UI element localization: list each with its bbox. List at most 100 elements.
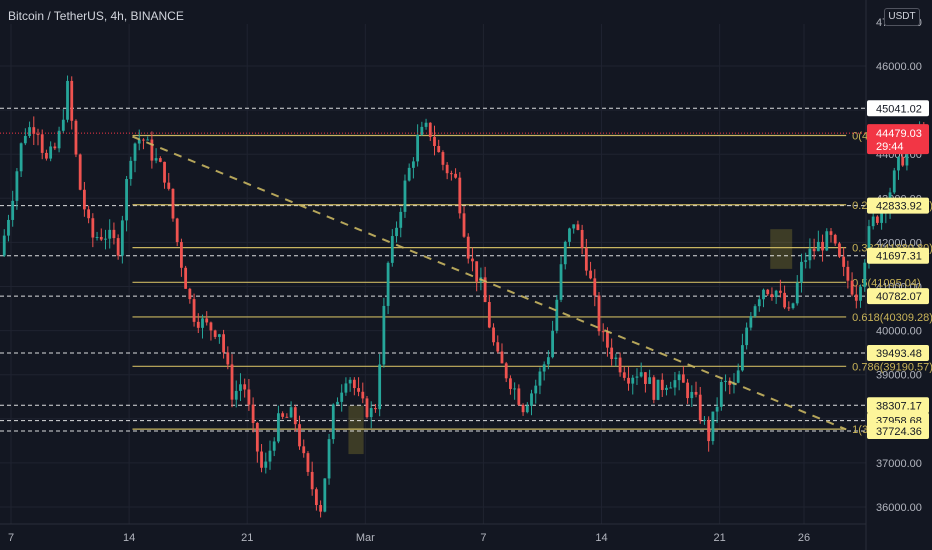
- candle-body: [112, 229, 116, 239]
- y-tick-label: 37000.00: [876, 458, 922, 470]
- candle-body: [445, 164, 449, 174]
- candle-body: [584, 247, 588, 271]
- candle-body: [382, 305, 386, 365]
- candle-body: [627, 377, 630, 384]
- candle-body: [45, 152, 48, 159]
- highlight-box: [770, 229, 793, 269]
- level-price-tag: [867, 344, 929, 361]
- candle-body: [639, 372, 643, 377]
- candle-body: [171, 188, 175, 219]
- candle-body: [167, 182, 171, 189]
- candle-body: [230, 364, 234, 400]
- candle-body: [196, 321, 200, 328]
- candle-body: [319, 505, 323, 512]
- candle-body: [694, 391, 698, 395]
- candle-body: [407, 167, 411, 181]
- candle-body: [36, 133, 40, 135]
- currency-badge[interactable]: USDT: [884, 8, 920, 26]
- candle-body: [568, 228, 571, 242]
- chart-title: Bitcoin / TetherUS, 4h, BINANCE: [8, 9, 184, 23]
- candle-body: [509, 378, 512, 389]
- candle-body: [521, 404, 525, 413]
- y-tick-label: 39000.00: [876, 370, 922, 382]
- candle-body: [829, 231, 833, 235]
- candle-body: [534, 385, 538, 394]
- candle-body: [475, 261, 479, 282]
- candle-body: [783, 292, 786, 308]
- candle-body: [188, 288, 192, 300]
- candle-body: [428, 122, 432, 137]
- candle-body: [859, 286, 862, 301]
- candle-body: [302, 446, 306, 454]
- candle-body: [842, 256, 846, 267]
- candle-body: [40, 134, 44, 153]
- candle-body: [778, 290, 782, 293]
- x-tick-label: 14: [123, 532, 135, 544]
- candle-body: [91, 218, 95, 238]
- candle-body: [724, 380, 727, 383]
- candle-body: [70, 80, 74, 121]
- candle-body: [2, 235, 6, 256]
- candle-body: [66, 80, 69, 120]
- candle-body: [673, 380, 677, 388]
- candle-body: [681, 374, 685, 383]
- candle-body: [589, 270, 592, 279]
- candle-body: [28, 127, 31, 136]
- candle-body: [403, 180, 407, 212]
- candle-body: [762, 289, 765, 300]
- candle-body: [500, 351, 504, 364]
- candle-body: [753, 306, 757, 317]
- candle-body: [610, 347, 614, 360]
- candle-body: [82, 189, 86, 210]
- x-tick-label: 14: [595, 532, 607, 544]
- candle-body: [192, 299, 196, 322]
- candle-body: [504, 363, 508, 379]
- level-price-tag-text: 42833.92: [876, 201, 922, 213]
- x-tick-label: 26: [798, 532, 810, 544]
- candle-body: [698, 394, 702, 421]
- candle-body: [867, 226, 871, 263]
- candle-body: [496, 342, 500, 352]
- candle-body: [175, 218, 179, 243]
- candle-body: [95, 236, 99, 238]
- candle-body: [433, 136, 436, 147]
- candle-body: [576, 224, 580, 230]
- y-tick-label: 46000.00: [876, 61, 922, 73]
- candle-body: [61, 119, 65, 131]
- candle-body: [648, 377, 652, 384]
- y-tick-label: 36000.00: [876, 502, 922, 514]
- candle-body: [87, 209, 91, 219]
- candle-body: [205, 318, 209, 323]
- candle-body: [243, 384, 247, 390]
- candle-body: [665, 387, 668, 390]
- candle-body: [146, 139, 150, 141]
- candle-body: [774, 290, 778, 298]
- candle-body: [163, 161, 166, 183]
- candle-body: [357, 388, 360, 392]
- candle-body: [213, 330, 217, 337]
- candle-body: [795, 282, 799, 304]
- candle-body: [546, 357, 550, 365]
- candle-body: [471, 258, 474, 262]
- level-price-tag-text: 40782.07: [876, 291, 922, 303]
- candle-body: [49, 146, 53, 159]
- candle-body: [449, 173, 453, 175]
- candle-body: [833, 234, 837, 244]
- candle-body: [804, 260, 808, 262]
- candle-body: [386, 262, 390, 306]
- candle-body: [707, 419, 711, 442]
- candle-body: [741, 345, 744, 371]
- candle-body: [462, 213, 466, 237]
- candle-body: [644, 372, 647, 384]
- candle-body: [352, 379, 356, 389]
- candle-body: [331, 404, 335, 440]
- candle-body: [808, 248, 812, 261]
- candle-body: [120, 220, 124, 256]
- candle-body: [812, 248, 816, 252]
- candle-body: [454, 173, 457, 178]
- candle-body: [555, 299, 559, 331]
- candle-body: [15, 171, 19, 201]
- candle-body: [846, 266, 850, 281]
- candle-body: [580, 229, 584, 248]
